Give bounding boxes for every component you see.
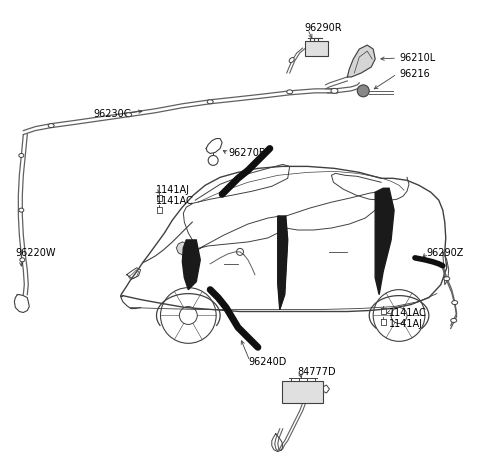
Ellipse shape [207, 100, 213, 104]
Ellipse shape [287, 90, 293, 94]
Ellipse shape [444, 277, 450, 281]
Ellipse shape [126, 113, 132, 117]
Polygon shape [375, 188, 394, 295]
Polygon shape [348, 45, 375, 77]
Ellipse shape [19, 153, 24, 158]
Ellipse shape [452, 301, 458, 304]
Text: 1141AC: 1141AC [389, 308, 427, 317]
Ellipse shape [289, 57, 294, 62]
Text: 96220W: 96220W [15, 248, 56, 258]
Text: 96240D: 96240D [248, 357, 287, 367]
Text: 1141AJ: 1141AJ [389, 319, 423, 329]
Ellipse shape [19, 208, 24, 212]
Ellipse shape [451, 318, 456, 322]
Text: 84777D: 84777D [298, 367, 336, 377]
Text: 1141AC: 1141AC [156, 196, 193, 206]
Circle shape [357, 85, 369, 97]
Polygon shape [176, 242, 193, 256]
Text: 96290Z: 96290Z [427, 248, 464, 258]
Polygon shape [182, 240, 200, 290]
Text: 1141AJ: 1141AJ [156, 185, 190, 195]
Text: 96216: 96216 [399, 69, 430, 79]
Ellipse shape [48, 124, 54, 128]
Ellipse shape [20, 258, 25, 262]
Polygon shape [278, 216, 288, 310]
Text: 96270B: 96270B [228, 148, 266, 158]
Text: 96230G: 96230G [93, 109, 131, 119]
FancyBboxPatch shape [305, 41, 328, 55]
FancyBboxPatch shape [282, 381, 323, 403]
Ellipse shape [331, 88, 338, 93]
Text: 96290R: 96290R [305, 23, 342, 33]
Text: 96210L: 96210L [399, 53, 435, 63]
